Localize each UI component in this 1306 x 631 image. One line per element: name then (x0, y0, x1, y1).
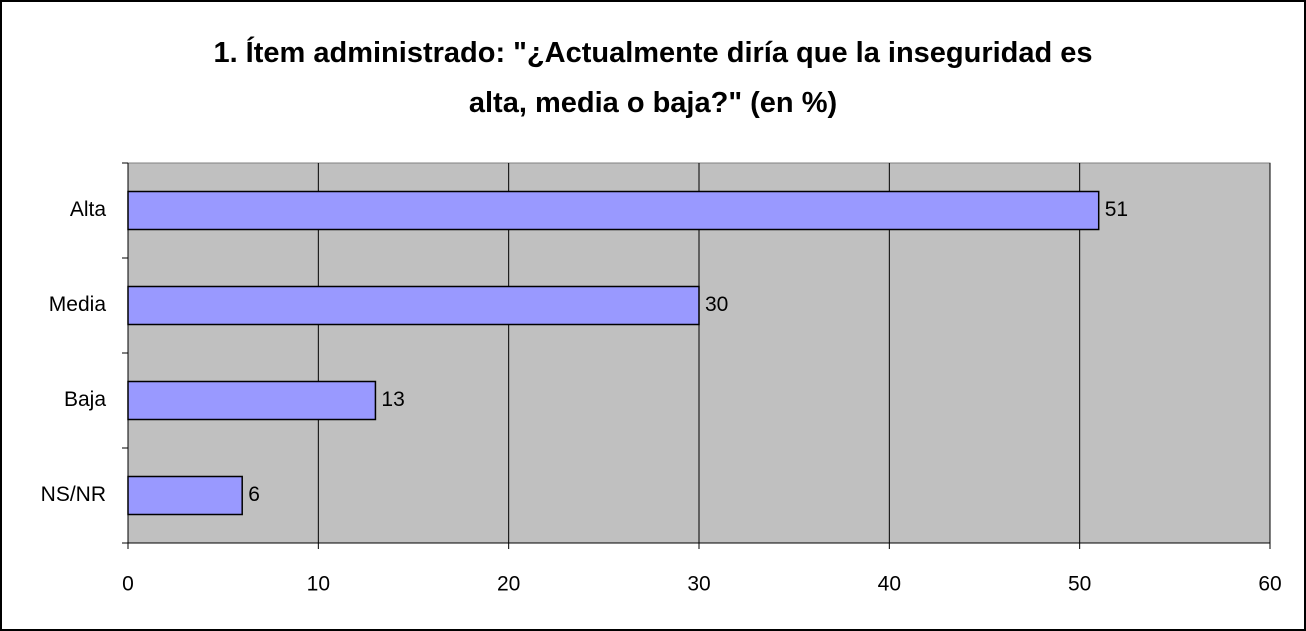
y-tick-label: Alta (70, 198, 107, 221)
data-label: 51 (1105, 198, 1128, 221)
data-label: 13 (381, 388, 404, 411)
x-tick-label: 30 (687, 573, 710, 596)
x-tick-label: 40 (878, 573, 901, 596)
x-tick-label: 20 (497, 573, 520, 596)
x-tick-label: 10 (307, 573, 330, 596)
bar (127, 190, 1100, 231)
bar (127, 380, 377, 421)
x-tick-label: 50 (1068, 573, 1091, 596)
y-tick-label: NS/NR (41, 483, 106, 506)
x-tick-label: 60 (1258, 573, 1281, 596)
y-tick-label: Media (49, 293, 107, 316)
y-tick-label: Baja (64, 388, 106, 411)
chart-title: 1. Ítem administrado: "¿Actualmente dirí… (213, 37, 1093, 119)
data-label: 6 (248, 483, 260, 506)
bar (127, 475, 243, 516)
bar (127, 285, 700, 326)
data-label: 30 (705, 293, 728, 316)
x-tick-label: 0 (122, 573, 134, 596)
